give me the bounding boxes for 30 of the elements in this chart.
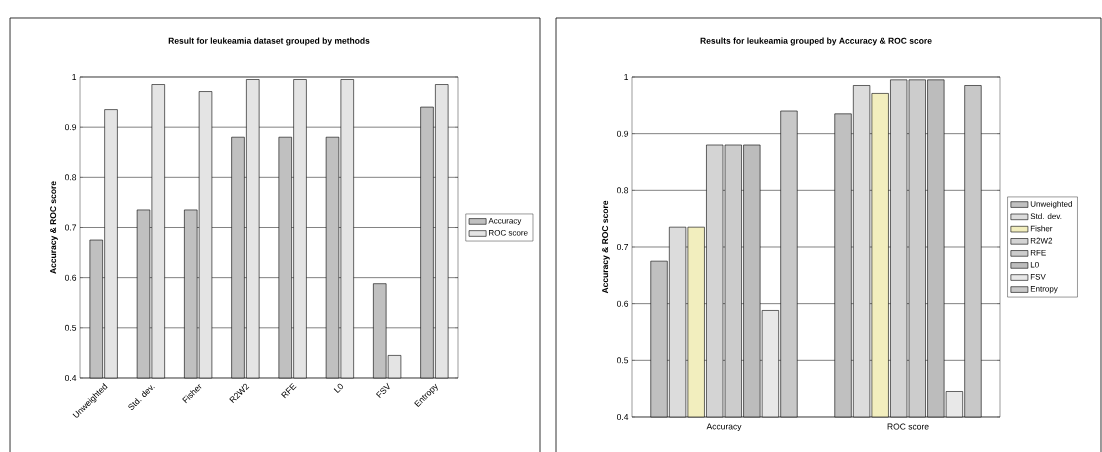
- legend-label: Entropy: [1030, 286, 1058, 294]
- legend-label: RFE: [1030, 249, 1046, 256]
- y-tick-label: 0.9: [65, 124, 77, 131]
- y-tick-label: 0.5: [616, 357, 629, 364]
- legend-label: ROC score: [489, 229, 528, 236]
- y-tick-label: 0.8: [616, 187, 629, 194]
- legend-label: Fisher: [1030, 225, 1053, 232]
- chart-title: Result for leukeamia dataset grouped by methods: [168, 37, 370, 46]
- legend-label: Accuracy: [488, 217, 522, 226]
- y-tick-label: 0.9: [616, 130, 629, 137]
- y-axis-title: Accuracy & ROC score: [602, 200, 610, 294]
- chart-title: Results for leukeamia grouped by Accuracy & ROC score: [700, 37, 932, 46]
- y-tick-label: 1: [72, 74, 77, 80]
- y-tick-label: 0.7: [616, 243, 629, 250]
- y-tick-label: 1: [624, 74, 629, 80]
- x-tick-label: L0: [333, 383, 344, 394]
- y-axis-title: Accuracy & ROC score: [50, 181, 58, 274]
- y-tick-label: 0.4: [616, 413, 629, 420]
- legend-label: L0: [1030, 261, 1039, 268]
- y-tick-label: 0.8: [65, 174, 77, 181]
- y-tick-label: 0.4: [65, 374, 77, 381]
- y-tick-label: 0.6: [616, 300, 629, 307]
- legend-label: Std. dev.: [1030, 213, 1062, 220]
- legend-label: R2W2: [1030, 237, 1053, 244]
- legend-label: FSV: [1030, 273, 1046, 280]
- x-tick-label: Std. dev.: [128, 385, 155, 410]
- y-tick-label: 0.6: [65, 274, 77, 281]
- y-tick-label: 0.5: [65, 324, 77, 331]
- legend-label: Unweighted: [1030, 200, 1072, 209]
- y-tick-label: 0.7: [65, 224, 77, 231]
